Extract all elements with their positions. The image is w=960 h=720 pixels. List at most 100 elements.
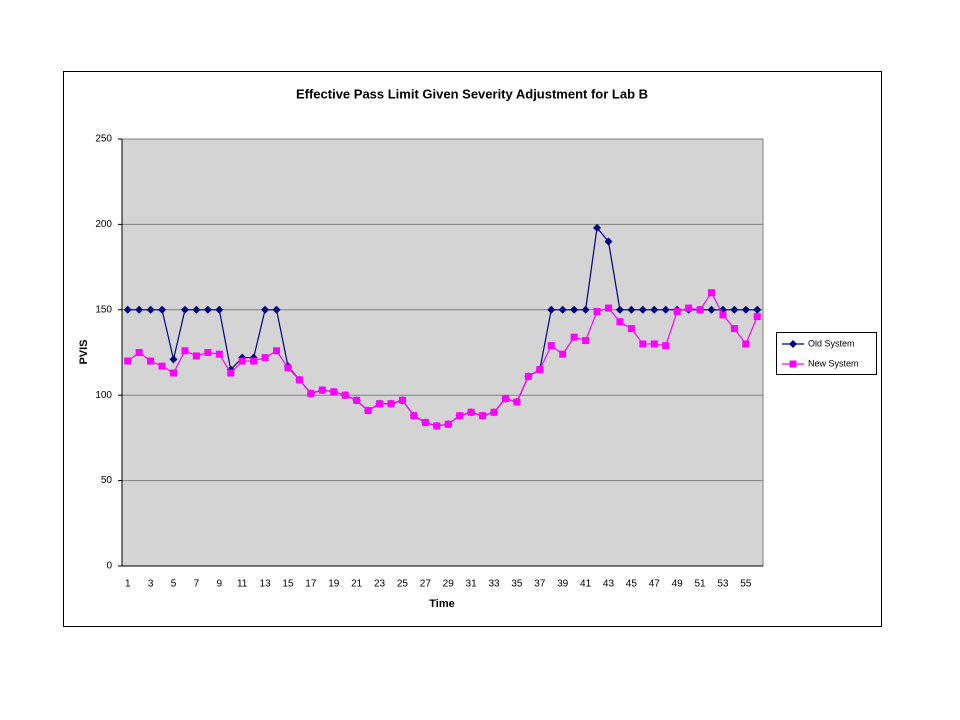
y-tick-label: 100 — [95, 390, 112, 401]
data-point — [227, 369, 235, 377]
data-point — [146, 305, 155, 314]
data-point — [490, 408, 498, 416]
data-point — [123, 305, 132, 314]
x-tick-label: 7 — [194, 579, 200, 590]
data-point — [353, 396, 361, 404]
data-point — [627, 325, 635, 333]
data-point — [558, 305, 567, 314]
data-point — [158, 362, 166, 370]
data-point — [295, 376, 303, 384]
data-point — [364, 407, 372, 415]
y-tick-label: 0 — [106, 561, 112, 572]
data-point — [742, 340, 750, 348]
data-point — [639, 340, 647, 348]
x-axis-label: Time — [429, 598, 454, 610]
x-tick-label: 25 — [397, 579, 409, 590]
x-tick-label: 3 — [148, 579, 154, 590]
x-tick-label: 9 — [217, 579, 223, 590]
data-point — [272, 305, 281, 314]
x-tick-label: 43 — [603, 579, 615, 590]
data-point — [615, 305, 624, 314]
data-point — [135, 305, 144, 314]
data-point — [570, 333, 578, 341]
x-tick-label: 15 — [282, 579, 294, 590]
chart-title: Effective Pass Limit Given Severity Adju… — [296, 86, 648, 101]
y-tick-label: 50 — [101, 475, 113, 486]
data-point — [192, 352, 200, 360]
data-point — [479, 412, 487, 420]
data-point — [341, 391, 349, 399]
x-tick-label: 53 — [717, 579, 729, 590]
data-point — [421, 419, 429, 427]
data-point — [158, 305, 167, 314]
x-tick-label: 49 — [672, 579, 684, 590]
data-point — [753, 305, 762, 314]
data-point — [238, 357, 246, 365]
data-point — [559, 350, 567, 358]
y-tick-label: 150 — [95, 304, 112, 315]
x-tick-label: 45 — [626, 579, 638, 590]
data-point — [203, 305, 212, 314]
data-point — [261, 305, 270, 314]
data-point — [741, 305, 750, 314]
data-point — [593, 223, 602, 232]
data-point — [604, 304, 612, 312]
x-tick-label: 33 — [488, 579, 500, 590]
data-point — [261, 354, 269, 362]
data-point — [604, 237, 613, 246]
plot-area — [121, 138, 764, 567]
data-point — [330, 388, 338, 396]
data-point — [376, 400, 384, 408]
data-point — [627, 305, 636, 314]
data-point — [582, 337, 590, 345]
x-tick-label: 1 — [125, 579, 131, 590]
data-point — [284, 364, 292, 372]
data-point — [661, 305, 670, 314]
data-point — [250, 357, 258, 365]
data-point — [135, 349, 143, 356]
data-point — [192, 305, 201, 314]
data-point — [180, 305, 189, 314]
legend-label: Old System — [808, 338, 855, 348]
data-point — [467, 408, 475, 416]
data-point — [147, 357, 155, 365]
data-point — [581, 305, 590, 314]
x-tick-label: 47 — [649, 579, 661, 590]
data-point — [650, 340, 658, 348]
data-point — [398, 396, 406, 404]
x-tick-label: 19 — [328, 579, 340, 590]
data-point — [524, 372, 532, 380]
data-point — [456, 412, 464, 420]
data-point — [547, 342, 555, 350]
x-tick-label: 13 — [260, 579, 272, 590]
data-point — [387, 400, 395, 408]
data-point — [719, 311, 727, 319]
data-point — [730, 325, 738, 333]
data-point — [181, 347, 189, 355]
data-point — [536, 366, 544, 374]
x-tick-label: 51 — [694, 579, 706, 590]
x-tick-label: 21 — [351, 579, 363, 590]
data-point — [570, 305, 579, 314]
data-point — [215, 305, 224, 314]
x-tick-label: 11 — [237, 579, 248, 590]
x-tick-label: 55 — [740, 579, 752, 590]
x-tick-label: 37 — [534, 579, 546, 590]
data-point — [215, 350, 223, 358]
data-point — [513, 398, 521, 406]
x-tick-label: 17 — [305, 579, 317, 590]
data-point — [124, 357, 132, 365]
data-point — [169, 355, 178, 364]
data-point — [650, 305, 659, 314]
legend-marker — [789, 340, 797, 348]
x-tick-label: 39 — [557, 579, 569, 590]
data-point — [318, 386, 326, 394]
data-point — [707, 305, 716, 314]
data-point — [593, 308, 601, 316]
x-tick-label: 41 — [580, 579, 592, 590]
data-point — [204, 349, 212, 356]
data-point — [273, 347, 281, 355]
x-tick-label: 31 — [466, 579, 478, 590]
data-point — [444, 420, 452, 428]
